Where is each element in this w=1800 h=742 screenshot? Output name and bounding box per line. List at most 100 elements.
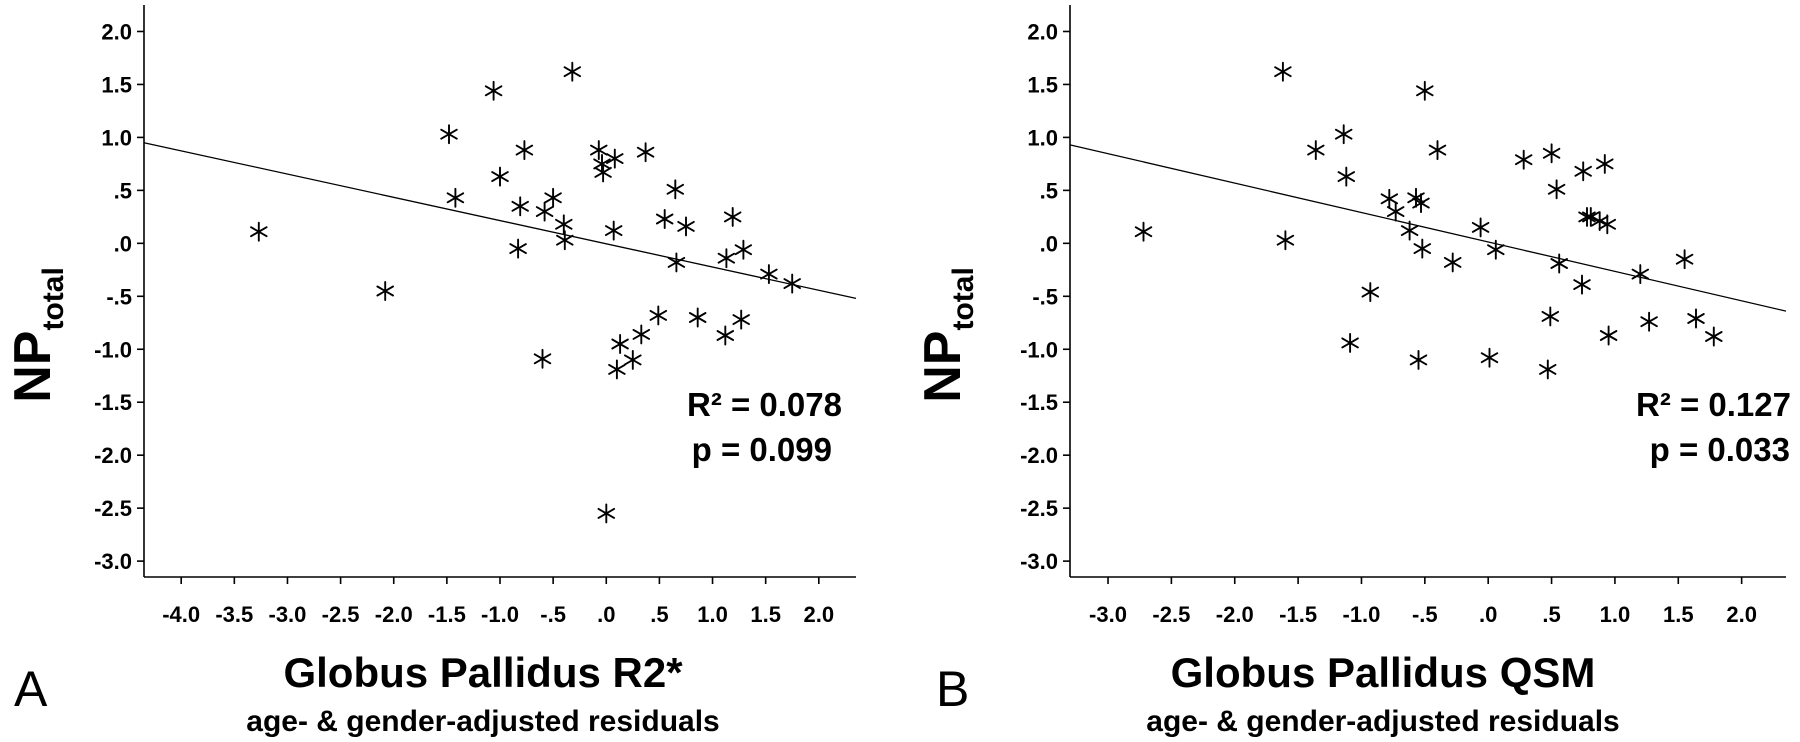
panel-a-data-point <box>594 162 612 183</box>
panel-a-data-point <box>760 264 778 285</box>
panel-b-data-point <box>1412 193 1430 214</box>
panel-b: 2.0 1.5 1.0 .5 .0 -.5 -1.0 -1.5 -2.0 -2.5 -3.0 -3.0… <box>914 5 1791 738</box>
panel-b-x-tick-label: 1.5 <box>1663 602 1694 627</box>
panel-b-data-point <box>1547 179 1566 200</box>
panel-b-x-tick-label: -2.5 <box>1152 602 1190 627</box>
panel-a-data-point <box>604 220 623 241</box>
panel-a-data-point <box>624 349 642 370</box>
panel-b-y-tick-label: 1.0 <box>1027 125 1058 150</box>
panel-a-r2-annotation: R² = 0.078 <box>687 386 842 423</box>
panel-b-data-point <box>1274 61 1292 82</box>
panel-a-data-point <box>655 209 674 229</box>
panel-b-data-point <box>1599 325 1618 346</box>
panel-a-data-point <box>484 80 503 101</box>
panel-b-data-point <box>1675 249 1694 270</box>
panel-a-x-tick-label: 1.0 <box>697 602 728 627</box>
panel-b-data-point <box>1539 359 1557 380</box>
panel-a-y-tick-label: 1.5 <box>101 72 132 97</box>
panel-b-p-annotation: p = 0.033 <box>1650 431 1790 468</box>
panel-b-data-point <box>1573 274 1591 295</box>
panel-b-xlabel-sub: age- & gender-adjusted residuals <box>1146 705 1619 738</box>
panel-a-data-point <box>636 142 655 163</box>
panel-b-x-tick-label: 2.0 <box>1726 602 1757 627</box>
panel-a: 2.0 1.5 1.0 .5 .0 -.5 -1.0 -1.5 -2.0 -2.5 -3.0 -4.0… <box>4 5 857 738</box>
panel-b-y-tick-label: -1.5 <box>1020 390 1058 415</box>
panel-a-letter: A <box>14 661 48 717</box>
panel-b-x-tick-label: -.5 <box>1412 602 1438 627</box>
panel-b-data-point <box>1640 311 1658 332</box>
panel-a-data-point <box>563 61 582 82</box>
panel-a-data-point <box>649 305 668 326</box>
panel-a-data-point <box>606 148 624 169</box>
panel-b-data-point <box>1574 161 1592 182</box>
panel-b-data-point <box>1134 221 1153 242</box>
panel-b-y-tick-label: -3.0 <box>1020 549 1058 574</box>
panel-a-data-point <box>716 325 735 346</box>
panel-a-ylabel-sub: total <box>37 267 70 330</box>
panel-b-data-point <box>1578 206 1596 227</box>
panel-a-data-point <box>440 124 458 145</box>
panel-b-x-tick-label: -1.5 <box>1279 602 1317 627</box>
panel-b-y-tick-label: -.5 <box>1032 284 1058 309</box>
panel-b-data-point <box>1428 140 1447 161</box>
panel-a-y-tick-label: .5 <box>114 178 132 203</box>
panel-b-data-point <box>1307 140 1325 161</box>
panel-b-data-point <box>1542 143 1561 164</box>
panel-b-data-point <box>1541 306 1560 327</box>
panel-a-data-point <box>717 248 736 269</box>
panel-b-data-point <box>1471 217 1490 238</box>
panel-b-data-point <box>1341 332 1359 353</box>
panel-b-data-point <box>1386 201 1405 222</box>
svg-text:NPtotal: NPtotal <box>4 267 70 403</box>
panel-a-data-point <box>666 179 685 200</box>
panel-b-data-point <box>1416 80 1434 101</box>
panel-a-data-point <box>632 324 651 345</box>
panel-a-x-tick-label: 1.5 <box>750 602 781 627</box>
panel-a-x-tick-label: .0 <box>597 602 615 627</box>
panel-b-fit-line <box>1069 144 1787 312</box>
panel-b-data-point <box>1276 230 1295 251</box>
panel-b-y-tick-label: 2.0 <box>1027 19 1058 44</box>
panel-b-data-point <box>1334 124 1353 145</box>
panel-b-data-point <box>1590 211 1609 232</box>
panel-a-x-tick-label: .5 <box>650 602 668 627</box>
panel-a-xlabel-sub: age- & gender-adjusted residuals <box>246 705 719 738</box>
panel-b-data-point <box>1550 253 1568 274</box>
svg-text:NPtotal: NPtotal <box>914 267 980 403</box>
panel-a-data-point <box>376 281 394 301</box>
panel-b-data-point <box>1598 214 1617 235</box>
panel-a-data-point <box>446 187 465 208</box>
panel-a-y-tick-label: -1.0 <box>94 337 132 362</box>
panel-a-data-point <box>535 201 554 222</box>
panel-a-data-point <box>677 216 695 237</box>
panel-a-data-point <box>608 359 626 380</box>
panel-a-data-point <box>590 140 608 161</box>
panel-a-data-point <box>667 252 686 273</box>
panel-b-x-tick-label: -1.0 <box>1343 602 1381 627</box>
panel-a-p-annotation: p = 0.099 <box>692 431 832 468</box>
panel-a-x-tick-label: -.5 <box>540 602 566 627</box>
panel-a-data-point <box>533 348 552 369</box>
panel-b-ylabel-main: NP <box>914 331 972 403</box>
panel-a-y-tick-label: .0 <box>114 231 132 256</box>
panel-b-letter: B <box>936 661 969 717</box>
panel-a-data-point <box>734 239 753 260</box>
panel-b-plot: 2.0 1.5 1.0 .5 .0 -.5 -1.0 -1.5 -2.0 -2.5 -3.0 -3.0… <box>1020 5 1787 627</box>
panel-b-y-tick-label: -1.0 <box>1020 337 1058 362</box>
panel-a-data-point <box>611 334 629 354</box>
panel-b-data-point <box>1337 166 1356 187</box>
panel-a-x-tick-label: 2.0 <box>804 602 835 627</box>
panel-b-data-point <box>1361 282 1380 303</box>
panel-a-data-point <box>511 196 529 217</box>
panel-b-y-tick-label: .5 <box>1040 178 1058 203</box>
panel-a-data-point <box>491 166 509 187</box>
panel-a-y-tick-label: 1.0 <box>101 125 132 150</box>
panel-b-data-point <box>1413 238 1432 259</box>
panel-b-data-point <box>1596 153 1614 174</box>
panel-b-data-point <box>1400 220 1419 241</box>
panel-a-x-tick-label: -3.0 <box>269 602 307 627</box>
panel-a-y-tick-label: -2.0 <box>94 443 132 468</box>
panel-a-x-tick-label: -3.5 <box>215 602 253 627</box>
panel-b-data-point <box>1480 347 1499 368</box>
